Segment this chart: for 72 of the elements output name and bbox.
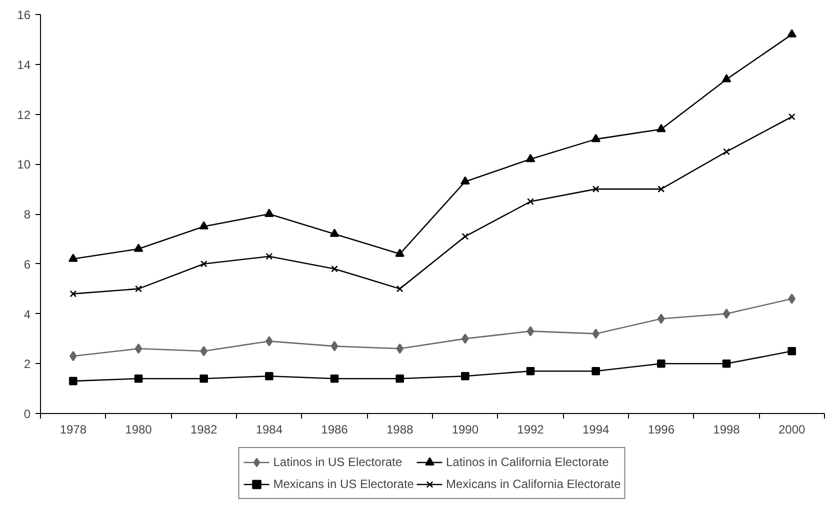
point <box>266 336 273 346</box>
x-tick-label: 1988 <box>386 422 414 436</box>
x-tick-label: 1994 <box>582 422 610 436</box>
point <box>722 359 731 368</box>
point <box>526 366 535 376</box>
point <box>69 376 78 386</box>
x-tick-label: 1980 <box>125 422 152 436</box>
point <box>396 344 404 354</box>
y-tick-label: 2 <box>24 357 31 372</box>
point <box>722 74 732 82</box>
y-tick-label: 4 <box>24 307 31 322</box>
point <box>656 124 666 132</box>
point <box>592 186 600 193</box>
point <box>264 208 274 217</box>
point <box>723 148 730 156</box>
point <box>526 154 536 162</box>
y-tick-label: 0 <box>24 407 31 421</box>
x-tick-label: 1984 <box>256 422 283 436</box>
point <box>331 265 338 272</box>
point <box>68 254 78 262</box>
point <box>722 308 730 319</box>
x-tick-label: 1982 <box>190 422 218 436</box>
y-tick-label: 14 <box>17 58 31 72</box>
point <box>330 374 339 383</box>
x-tick-label: 1978 <box>60 422 87 436</box>
legend-label: Latinos in California Electorate <box>446 455 609 469</box>
x-tick-label: 2000 <box>778 422 806 436</box>
point <box>462 334 469 344</box>
point <box>462 232 469 240</box>
point <box>134 374 143 383</box>
point <box>657 359 666 368</box>
x-tick-label: 1996 <box>648 422 675 436</box>
point <box>788 294 796 304</box>
point <box>70 290 77 298</box>
point <box>460 176 470 185</box>
point <box>396 374 404 383</box>
point <box>330 228 340 237</box>
point <box>658 314 665 324</box>
y-tick-label: 6 <box>24 257 31 272</box>
point <box>265 372 274 380</box>
point <box>658 186 665 193</box>
point <box>787 29 796 38</box>
y-tick-label: 10 <box>17 158 31 172</box>
point <box>527 198 534 206</box>
point <box>134 344 142 354</box>
point <box>134 244 144 252</box>
point <box>592 328 600 339</box>
x-tick-label: 1992 <box>517 422 544 436</box>
y-tick-label: 8 <box>24 208 31 222</box>
legend-label: Mexicans in California Electorate <box>446 477 621 491</box>
point <box>788 113 796 120</box>
x-tick-label: 1986 <box>321 422 348 436</box>
legend-label: Latinos in US Electorate <box>273 455 402 469</box>
legend-label: Mexicans in US Electorate <box>273 477 414 491</box>
point <box>395 248 404 257</box>
point <box>330 341 338 352</box>
point <box>135 285 142 292</box>
point <box>591 134 600 142</box>
x-tick-label: 1990 <box>452 422 479 436</box>
point <box>200 260 208 268</box>
point <box>199 221 208 230</box>
point <box>592 366 600 376</box>
point <box>526 326 534 336</box>
x-tick-label: 1998 <box>713 422 740 436</box>
point <box>200 346 208 356</box>
point <box>461 372 470 380</box>
y-tick-label: 12 <box>17 108 31 122</box>
y-tick-label: 16 <box>17 8 31 22</box>
point <box>788 347 796 356</box>
point <box>396 285 404 292</box>
point <box>266 252 273 260</box>
point <box>200 374 208 383</box>
